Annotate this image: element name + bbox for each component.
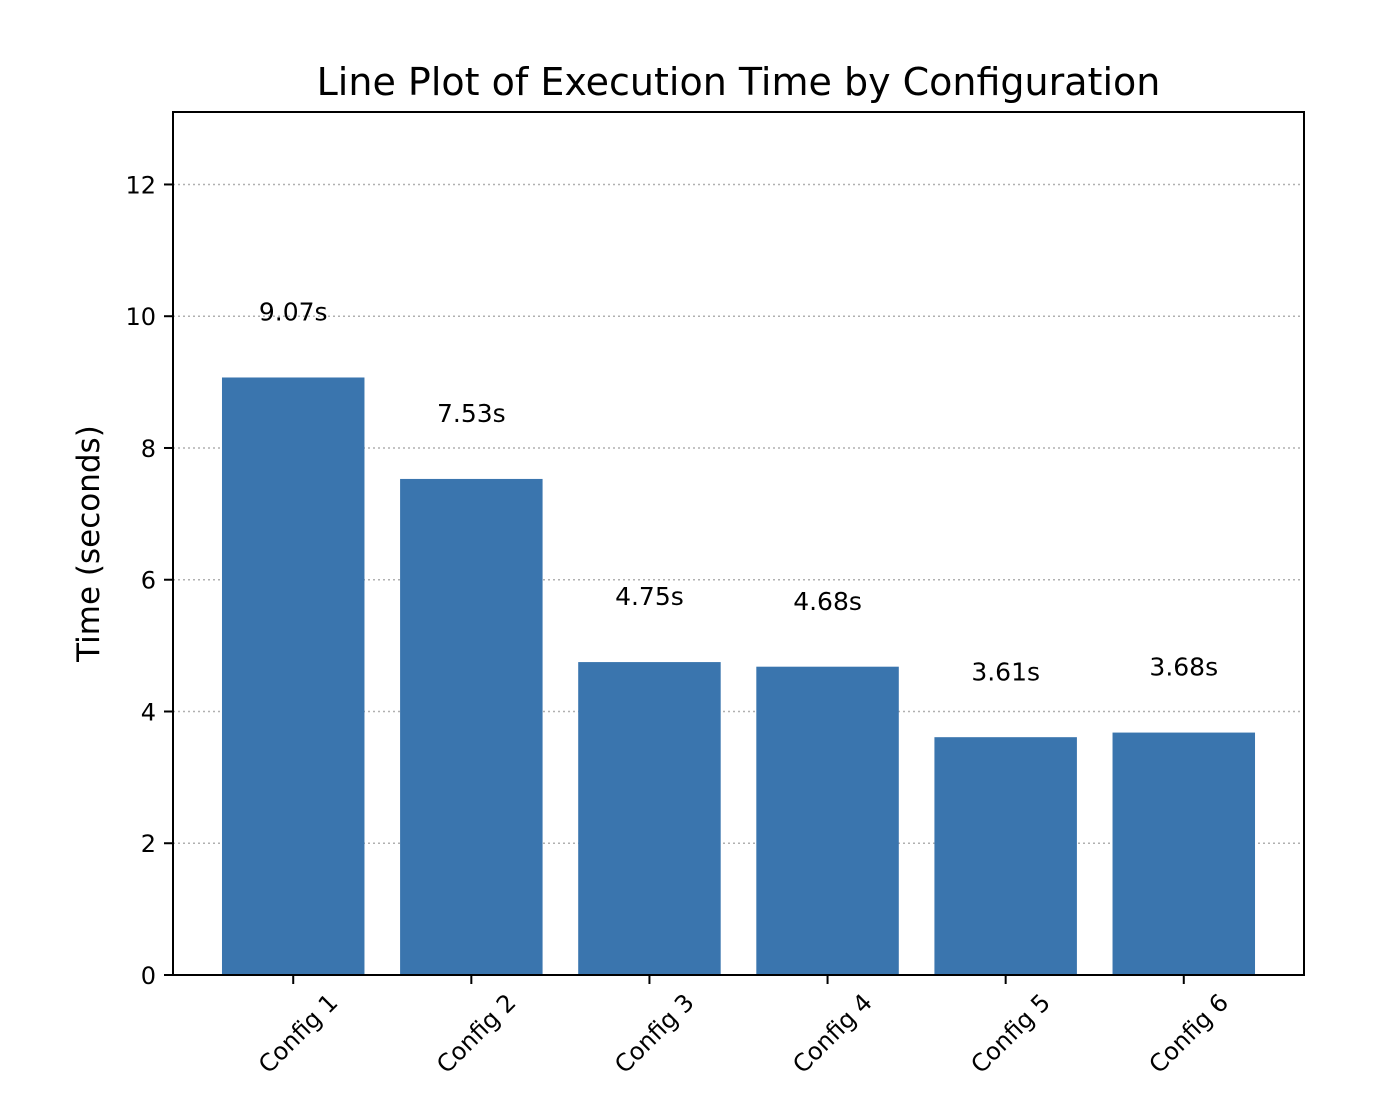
x-tick-label: Config 5: [965, 988, 1055, 1078]
bars: [221, 377, 1256, 975]
y-tick-label: 6: [141, 567, 156, 595]
y-tick-label: 0: [141, 962, 156, 990]
bar-config-6: [1112, 732, 1256, 975]
x-tick-label: Config 3: [609, 988, 699, 1078]
data-labels: 9.07s 7.53s 4.75s 4.68s 3.61s 3.68s: [259, 298, 1218, 687]
bar-config-4: [756, 666, 899, 975]
bar-value-label: 9.07s: [259, 298, 328, 327]
bar-config-5: [934, 737, 1077, 975]
y-axis-ticks: 0 2 4 6 8 10 12: [125, 171, 173, 990]
plot-area-frame: [172, 111, 1305, 976]
bar-value-label: 4.75s: [615, 582, 684, 611]
x-axis-ticks: Config 1 Config 2 Config 3 Config 4 Config 5…: [253, 975, 1234, 1079]
x-tick-label: Config 2: [431, 988, 521, 1078]
gridlines: [173, 183, 1304, 844]
x-tick-label: Config 1: [253, 988, 343, 1078]
bar-value-label: 3.68s: [1149, 653, 1218, 682]
y-tick-label: 8: [141, 435, 156, 463]
bar-config-1: [221, 377, 365, 975]
y-tick-label: 12: [125, 171, 156, 199]
y-tick-label: 10: [125, 303, 156, 331]
bar-value-label: 7.53s: [437, 399, 506, 428]
chart-title: Line Plot of Execution Time by Configura…: [317, 60, 1161, 104]
bar-config-2: [400, 478, 543, 975]
x-tick-label: Config 4: [787, 988, 877, 1078]
bar-config-3: [578, 662, 721, 975]
y-tick-label: 4: [141, 698, 156, 726]
x-tick-label: Config 6: [1144, 988, 1234, 1078]
bar-value-label: 3.61s: [971, 657, 1040, 686]
y-axis-title: Time (seconds): [71, 425, 107, 663]
y-tick-label: 2: [141, 830, 156, 858]
bar-value-label: 4.68s: [793, 587, 862, 616]
